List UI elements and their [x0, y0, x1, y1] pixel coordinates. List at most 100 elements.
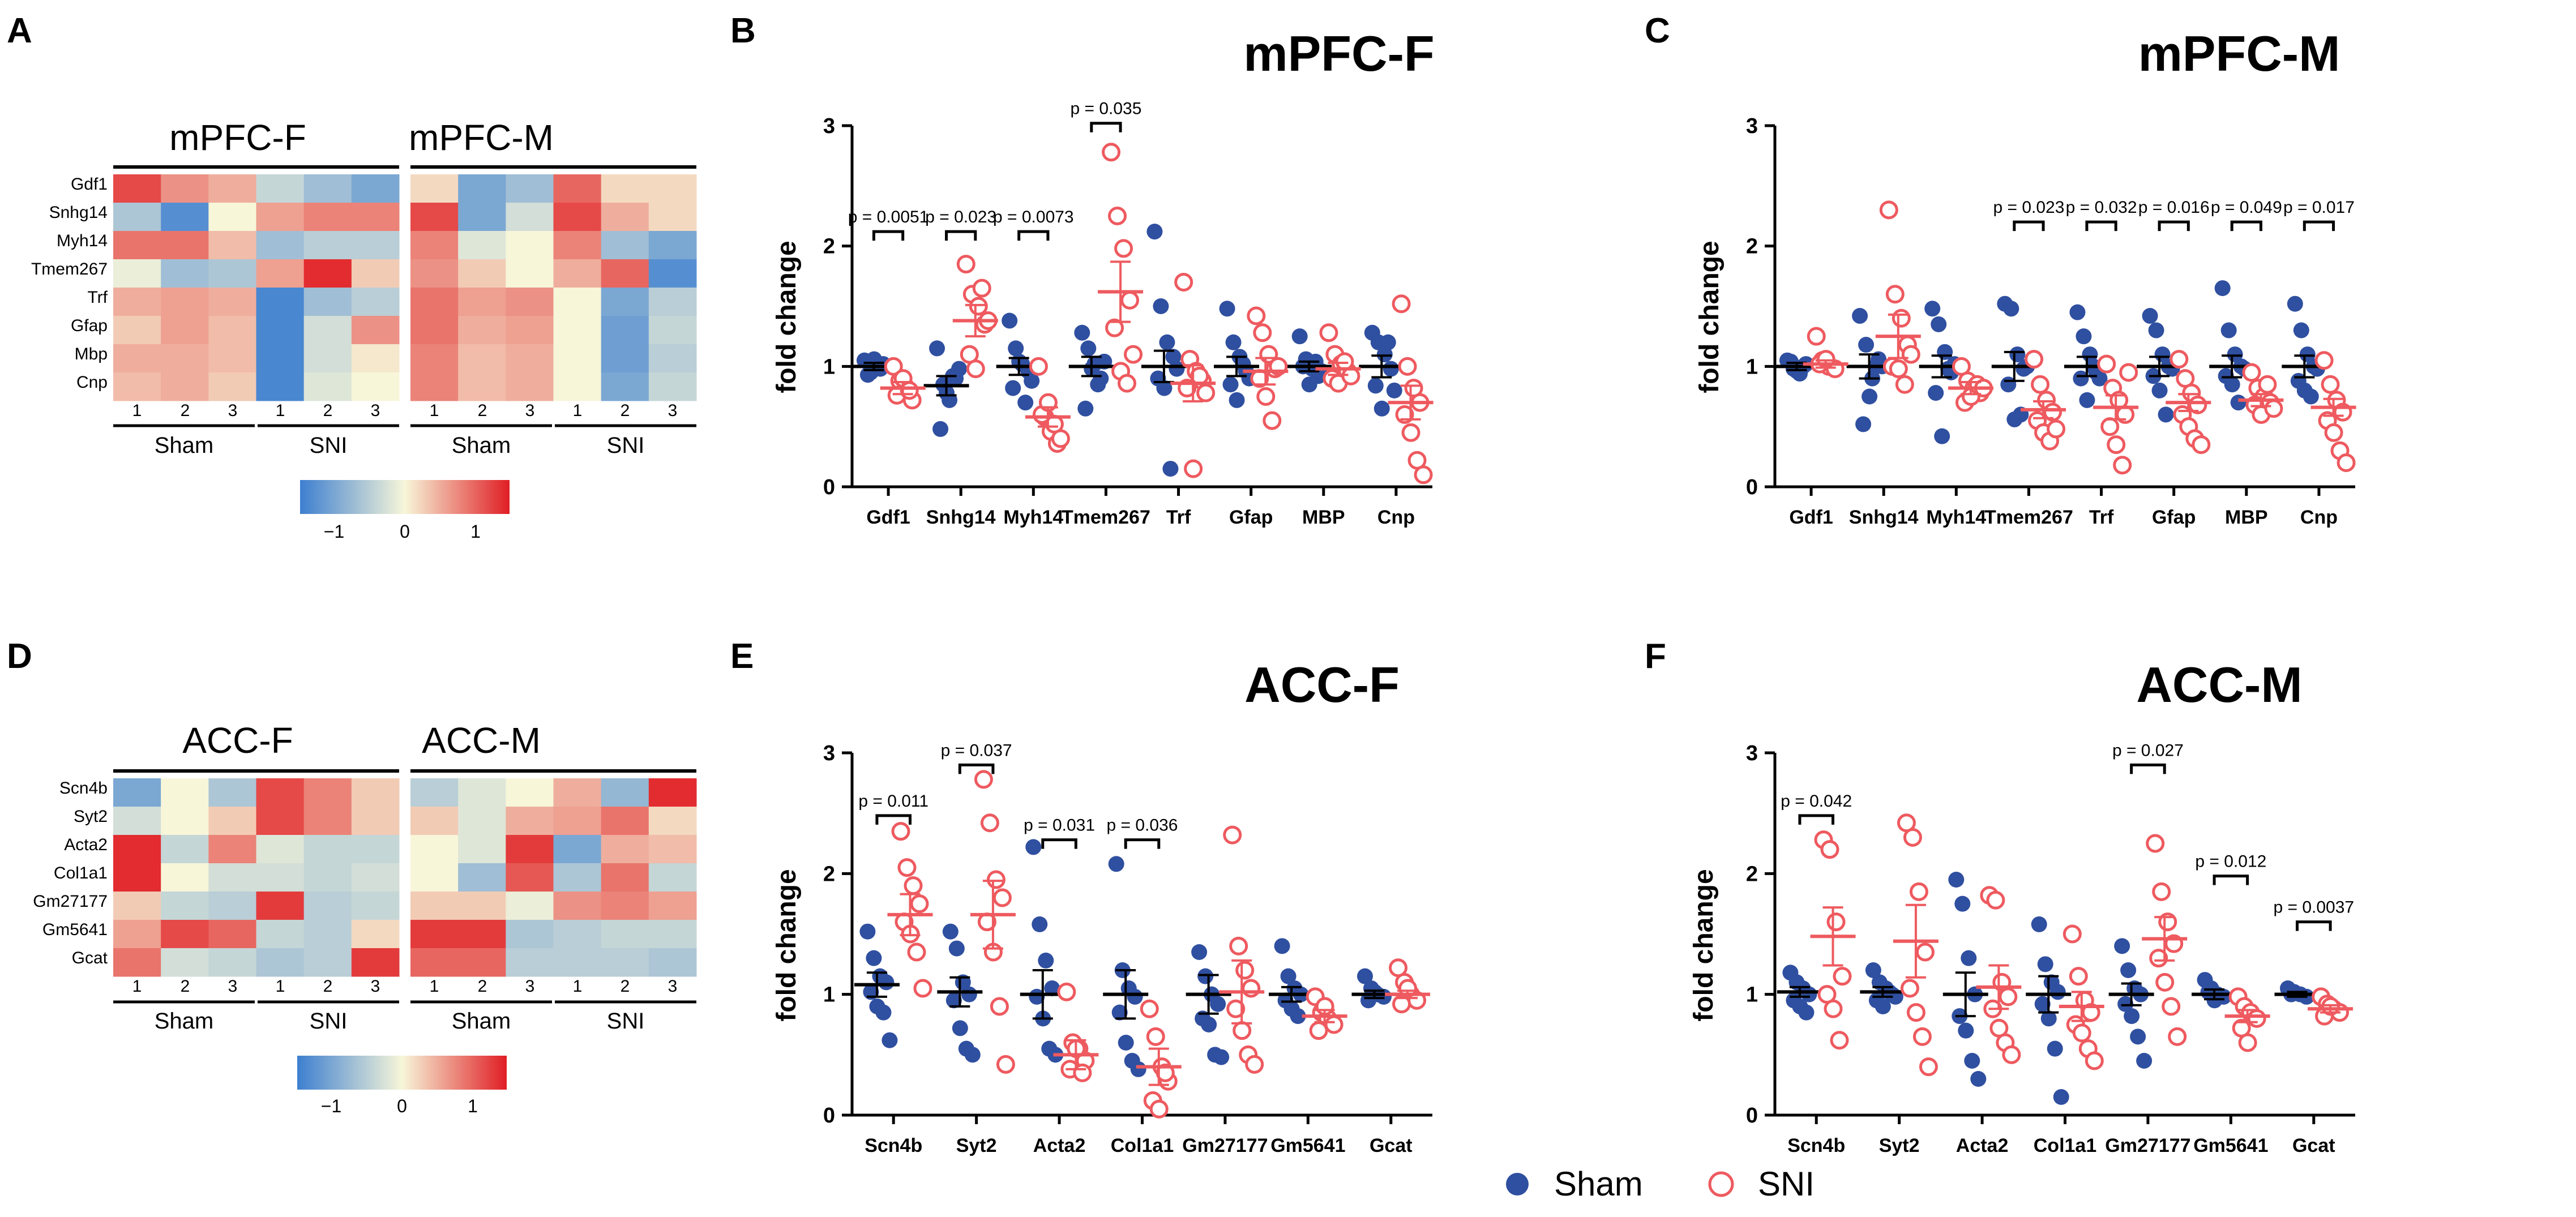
sham-point	[1961, 950, 1977, 966]
sham-point	[2034, 996, 2051, 1012]
heatmap-cell	[256, 948, 305, 977]
y-tick-label: 3	[823, 742, 835, 765]
colorbar-tick: 1	[470, 521, 481, 542]
heatmap-cell	[553, 807, 602, 835]
x-tick-label: Gm5641	[2193, 1135, 2268, 1156]
sham-point	[2047, 1040, 2063, 1057]
sham-point	[2224, 376, 2240, 393]
significance-bracket	[1798, 814, 1834, 825]
sham-point	[2151, 382, 2168, 398]
heatmap-cell	[256, 231, 305, 260]
significance-bracket	[2296, 920, 2332, 931]
heatmap-cell	[161, 174, 209, 203]
sni-point	[1392, 995, 1411, 1014]
sham-point	[1855, 416, 1872, 432]
sham-point	[2049, 984, 2066, 1000]
heatmap-cell	[601, 344, 649, 373]
heatmap-cell	[601, 835, 649, 864]
sni-point	[1263, 411, 1282, 430]
heatmap-cell	[351, 344, 400, 373]
heatmap-cell	[256, 807, 305, 835]
y-tick-label: 2	[1746, 862, 1758, 886]
sni-point	[1915, 942, 1935, 962]
heatmap-cell	[351, 778, 400, 807]
sni-point	[1833, 967, 1852, 986]
col-label: 2	[323, 401, 333, 420]
heatmap-cell	[506, 948, 554, 977]
sham-point	[1798, 1004, 1815, 1021]
heatmap-cell	[303, 259, 352, 288]
heatmap-cell	[351, 863, 400, 892]
heatmap-cell	[410, 316, 459, 345]
x-tick-label: Col1a1	[2034, 1135, 2097, 1156]
sni-point	[2062, 924, 2082, 944]
sni-point	[2119, 363, 2138, 382]
gene-label: Cnp	[76, 373, 108, 392]
sni-point	[2238, 1033, 2257, 1052]
sni-point	[2247, 1009, 2266, 1028]
heatmap-cell	[648, 863, 697, 892]
sham-point	[945, 992, 962, 1009]
sni-point	[2324, 423, 2343, 442]
col-label: 3	[525, 977, 535, 996]
heatmap-cell	[648, 892, 697, 920]
sham-point	[2287, 295, 2303, 312]
sham-point	[1931, 316, 1947, 332]
sham-point	[1197, 968, 1214, 984]
gene-label: Col1a1	[54, 864, 108, 882]
gene-label: Gfap	[71, 316, 108, 335]
heatmap-cell	[410, 372, 459, 401]
chart-title: mPFC-M	[2138, 25, 2340, 82]
heatmap-cell	[351, 231, 400, 260]
heatmap-cell	[303, 807, 352, 835]
col-label: 1	[573, 977, 583, 996]
heatmap-cell	[256, 344, 305, 373]
heatmap-cell	[601, 892, 649, 920]
heatmap-cell	[506, 316, 554, 345]
heatmap-cell	[648, 259, 697, 288]
x-tick-label: Scn4b	[865, 1135, 922, 1156]
heatmap-cell	[458, 203, 506, 232]
sni-point	[1149, 1099, 1169, 1119]
x-tick-label: Cnp	[1377, 507, 1415, 528]
sni-point	[2162, 997, 2181, 1016]
sni-point	[1226, 999, 1246, 1018]
chart-title: mPFC-F	[1243, 25, 1434, 82]
sni-point	[2192, 435, 2211, 455]
sni-point	[1895, 375, 1914, 394]
heatmap-cell	[410, 203, 459, 232]
col-label: 3	[668, 977, 678, 996]
heatmap-cell	[648, 920, 697, 949]
heatmap-cell	[648, 174, 697, 203]
p-value-label: p = 0.023	[925, 208, 996, 226]
heatmap-cell	[506, 344, 554, 373]
y-tick-label: 1	[823, 355, 835, 379]
sni-point	[2072, 1023, 2091, 1043]
legend-sham-label: Sham	[1554, 1165, 1643, 1203]
sham-point	[1044, 980, 1060, 996]
heatmap-cell	[648, 372, 697, 401]
sham-point	[859, 923, 876, 940]
colorbar-tick: −1	[321, 1096, 341, 1116]
panel-label-b: B	[730, 11, 756, 50]
significance-bracket	[2130, 763, 2166, 774]
sham-point	[1038, 952, 1054, 969]
heatmap-cell	[458, 920, 506, 949]
x-tick-label: Tmem267	[1062, 507, 1150, 528]
significance-bracket	[2158, 220, 2190, 232]
col-label: 3	[228, 977, 238, 996]
x-tick-label: Gm27177	[1182, 1135, 1268, 1156]
sni-point	[1242, 979, 1261, 998]
sham-point	[1357, 968, 1373, 984]
heatmap-cell	[113, 892, 161, 920]
heatmap-cell	[351, 807, 400, 835]
p-value-label: p = 0.042	[1781, 792, 1852, 811]
panel-label-a: A	[7, 11, 32, 50]
y-tick-label: 0	[1746, 1104, 1758, 1128]
heatmap-cell	[208, 259, 257, 288]
sham-point	[929, 340, 945, 357]
heatmap-cell	[303, 920, 352, 949]
sni-point	[1029, 357, 1048, 376]
sni-point	[1826, 912, 1846, 932]
heatmap-cell	[208, 807, 257, 835]
